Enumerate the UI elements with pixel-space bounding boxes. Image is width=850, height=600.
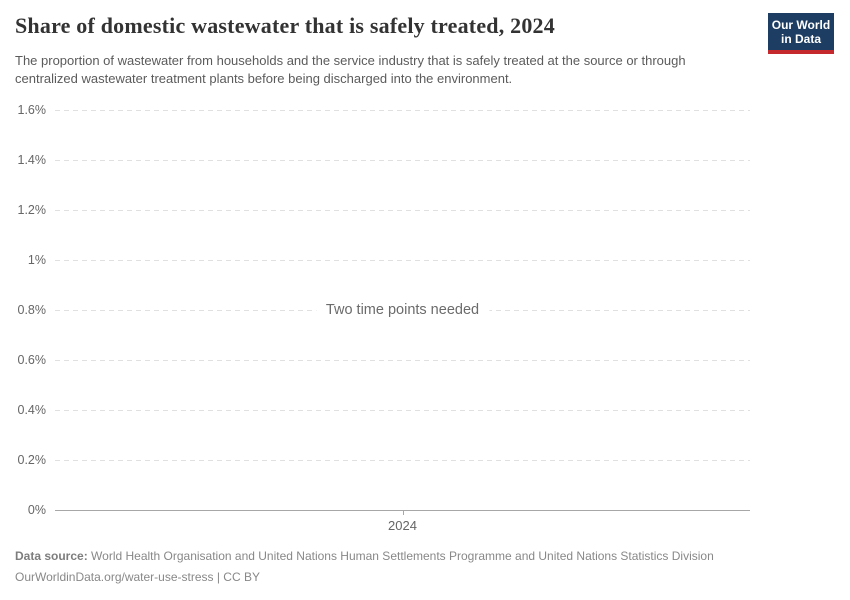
horizontal-gridline <box>55 410 750 411</box>
x-axis-tick-mark <box>402 510 404 515</box>
y-axis-tick-label: 0.4% <box>17 403 47 417</box>
footer-note: OurWorldinData.org/water-use-stress | CC… <box>15 570 260 584</box>
chart-subtitle: The proportion of wastewater from househ… <box>15 53 686 86</box>
owid-logo: Our World in Data <box>768 13 834 54</box>
chart-title: Share of domestic wastewater that is saf… <box>15 13 555 38</box>
data-source-text: World Health Organisation and United Nat… <box>91 549 714 563</box>
no-data-message: Two time points needed <box>315 300 490 320</box>
owid-logo-red-bar <box>768 50 834 54</box>
x-axis-tick-label: 2024 <box>388 518 417 533</box>
y-axis-tick-label: 1% <box>27 253 46 267</box>
y-axis-tick-label: 1.4% <box>17 153 47 167</box>
horizontal-gridline <box>55 460 750 461</box>
owid-logo-line2: in Data <box>780 32 821 46</box>
horizontal-gridline <box>55 210 750 211</box>
y-axis-tick-label: 0.2% <box>17 453 47 467</box>
y-axis-tick-label: 0.6% <box>17 353 47 367</box>
data-source-line: Data source: World Health Organisation a… <box>15 548 835 564</box>
y-axis-tick-label: 0.8% <box>17 303 47 317</box>
horizontal-gridline <box>55 260 750 261</box>
horizontal-gridline <box>55 360 750 361</box>
y-axis-tick-label: 1.2% <box>17 203 47 217</box>
horizontal-gridline <box>55 110 750 111</box>
horizontal-gridline <box>55 160 750 161</box>
owid-logo-line1: Our World <box>771 18 831 32</box>
y-axis-tick-label: 1.6% <box>17 103 47 117</box>
chart-footer: Data source: World Health Organisation a… <box>15 548 835 585</box>
y-axis-tick-label: 0% <box>27 503 46 517</box>
data-source-label: Data source: <box>15 549 88 563</box>
